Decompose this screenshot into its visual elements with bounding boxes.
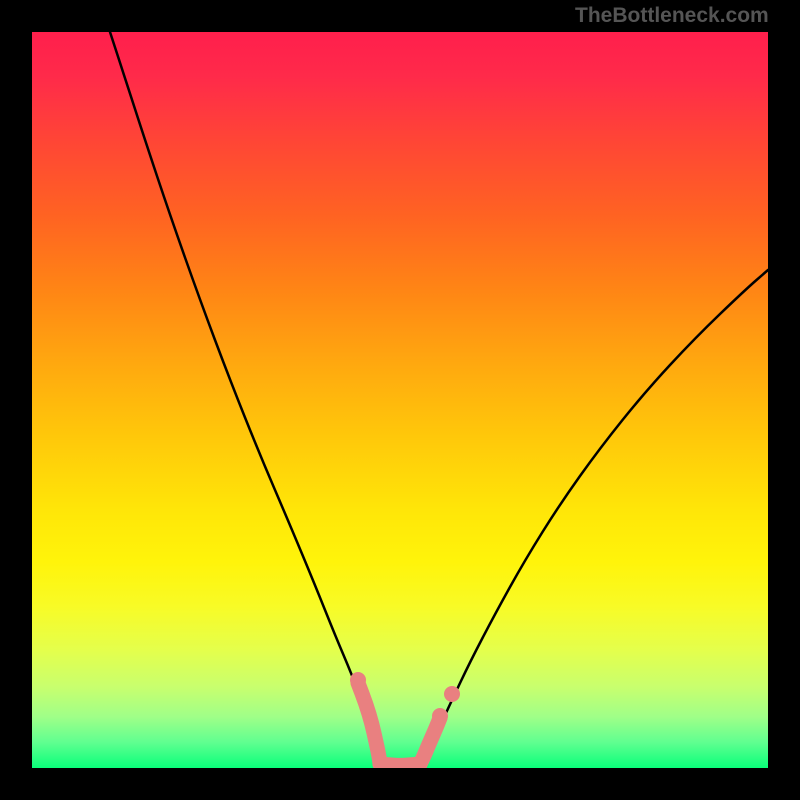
valley-dot-0 [350,672,366,688]
watermark-text: TheBottleneck.com [575,4,769,28]
valley-dot-1 [432,708,448,724]
frame-right [768,0,800,800]
bottleneck-chart [0,0,800,800]
frame-left [0,0,32,800]
plot-background [32,32,768,768]
frame-bottom [0,768,800,800]
valley-dot-2 [444,686,460,702]
